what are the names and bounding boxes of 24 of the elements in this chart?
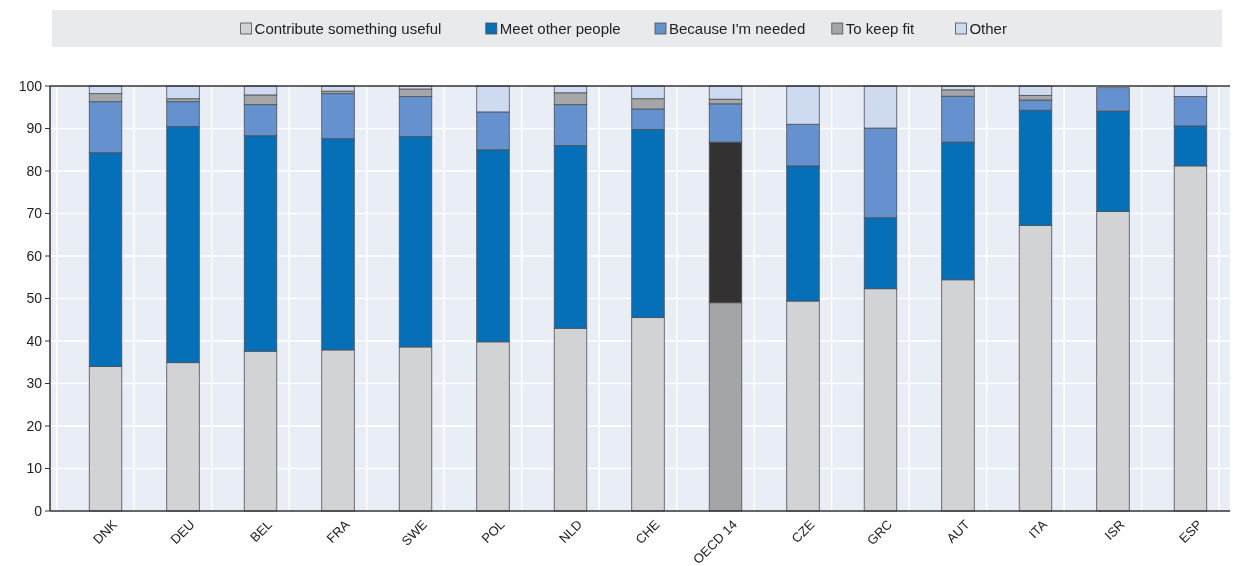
x-tick-label: ITA xyxy=(1025,516,1051,542)
x-tick-label: NLD xyxy=(556,516,586,546)
legend-label: To keep fit xyxy=(845,20,915,38)
y-tick-label: 70 xyxy=(26,205,43,222)
bar xyxy=(166,85,200,100)
y-tick-label: 80 xyxy=(26,162,43,179)
x-tick-label: FRA xyxy=(323,516,353,546)
y-tick-label: 10 xyxy=(26,460,43,477)
y-tick-label: 0 xyxy=(34,502,43,519)
legend-label: Because I'm needed xyxy=(669,20,806,38)
y-tick-label: 40 xyxy=(26,332,43,349)
y-tick-label: 50 xyxy=(26,290,43,307)
x-tick-label: ISR xyxy=(1101,516,1128,543)
legend-label: Contribute something useful xyxy=(254,20,442,38)
y-tick-label: 90 xyxy=(26,120,43,137)
x-tick-label: CZE xyxy=(788,516,818,546)
legend-label: Other xyxy=(969,20,1007,38)
x-tick-label: POL xyxy=(478,516,508,546)
y-tick-label: 100 xyxy=(18,77,43,94)
y-tick-label: 30 xyxy=(26,375,43,392)
y-tick-label: 60 xyxy=(26,247,43,264)
y-tick-label: 20 xyxy=(26,417,43,434)
x-tick-label: BEL xyxy=(247,516,276,545)
legend-label: Meet other people xyxy=(499,20,621,38)
